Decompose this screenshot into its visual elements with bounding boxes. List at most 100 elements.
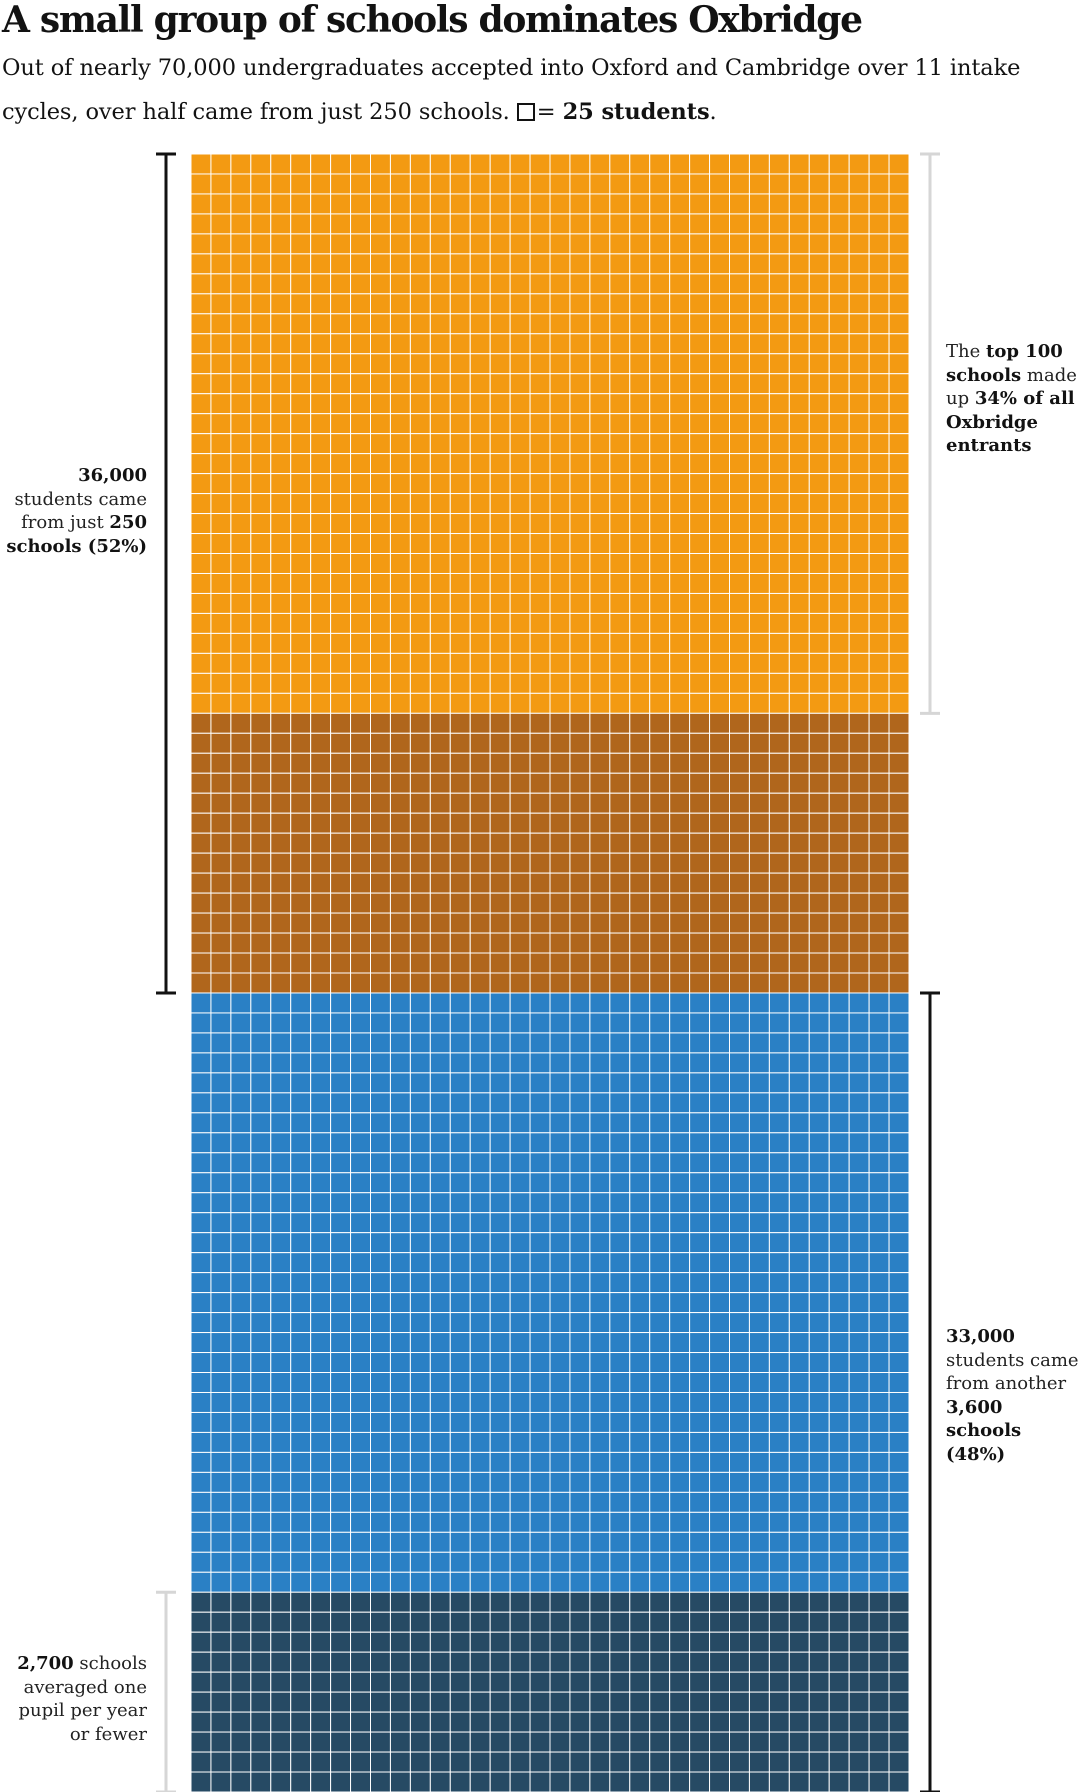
waffle-cell — [370, 1272, 391, 1294]
waffle-cell — [589, 293, 611, 315]
waffle-cell — [230, 1312, 252, 1334]
waffle-cell — [729, 1771, 750, 1792]
waffle-cell — [768, 313, 790, 335]
waffle-cell — [489, 1491, 511, 1513]
waffle-cell — [649, 692, 671, 714]
waffle-cell — [230, 153, 252, 175]
waffle-cell — [310, 253, 332, 275]
waffle-cell — [589, 1192, 611, 1214]
waffle-cell — [250, 672, 272, 694]
waffle-cell — [370, 193, 391, 215]
waffle-cell — [409, 1591, 431, 1613]
waffle-cell — [629, 732, 651, 754]
waffle-cell — [429, 792, 451, 814]
waffle-cell — [848, 173, 870, 195]
waffle-cell — [609, 173, 631, 195]
waffle-cell — [828, 1132, 850, 1154]
waffle-cell — [649, 333, 671, 355]
waffle-cell — [549, 373, 571, 395]
waffle-cell — [509, 473, 531, 495]
waffle-cell — [888, 1391, 910, 1413]
waffle-cell — [389, 1551, 411, 1573]
waffle-cell — [709, 373, 730, 395]
waffle-cell — [768, 373, 790, 395]
waffle-cell — [549, 1372, 571, 1393]
waffle-cell — [509, 1591, 531, 1613]
waffle-cell — [629, 313, 651, 335]
waffle-cell — [689, 752, 711, 774]
waffle-cell — [888, 513, 910, 535]
waffle-cell — [868, 712, 890, 734]
waffle-cell — [449, 213, 471, 235]
waffle-cell — [290, 1132, 312, 1154]
waffle-cell — [409, 213, 431, 235]
waffle-cell — [788, 732, 810, 754]
waffle-cell — [629, 493, 651, 515]
waffle-cell — [788, 393, 810, 415]
waffle-cell — [649, 1152, 671, 1174]
waffle-cell — [290, 1332, 312, 1354]
waffle-cell — [529, 712, 551, 734]
waffle-cell — [709, 1531, 730, 1553]
waffle-cell — [449, 912, 471, 934]
waffle-cell — [350, 592, 371, 614]
waffle-cell — [569, 1072, 591, 1094]
waffle-cell — [469, 1292, 491, 1314]
waffle-cell — [669, 792, 691, 814]
waffle-cell — [729, 912, 750, 934]
waffle-cell — [848, 433, 870, 455]
waffle-cell — [409, 572, 431, 594]
waffle-cell — [529, 1731, 551, 1753]
waffle-cell — [669, 1332, 691, 1354]
waffle-cell — [350, 1431, 371, 1453]
waffle-cell — [449, 433, 471, 455]
waffle-cell — [449, 1471, 471, 1493]
waffle-cell — [888, 1132, 910, 1154]
waffle-cell — [689, 433, 711, 455]
waffle-cell — [409, 952, 431, 974]
waffle-cell — [689, 1451, 711, 1473]
waffle-cell — [828, 1751, 850, 1773]
waffle-cell — [629, 1152, 651, 1174]
waffle-cell — [848, 1611, 870, 1633]
waffle-cell — [350, 1112, 371, 1134]
waffle-cell — [509, 992, 531, 1014]
waffle-cell — [389, 1292, 411, 1314]
waffle-cell — [768, 513, 790, 535]
waffle-cell — [649, 1272, 671, 1294]
waffle-cell — [230, 692, 252, 714]
waffle-cell — [768, 952, 790, 974]
waffle-cell — [689, 313, 711, 335]
waffle-cell — [888, 333, 910, 355]
waffle-cell — [569, 1751, 591, 1773]
waffle-cell — [709, 1511, 730, 1533]
waffle-cell — [489, 1272, 511, 1294]
waffle-cell — [370, 1032, 391, 1054]
waffle-cell — [330, 1671, 352, 1693]
waffle-cell — [210, 872, 232, 894]
waffle-cell — [529, 1471, 551, 1493]
waffle-cell — [808, 273, 830, 295]
waffle-cell — [888, 1631, 910, 1653]
waffle-cell — [370, 353, 391, 375]
waffle-cell — [270, 612, 292, 634]
waffle-cell — [768, 413, 790, 435]
waffle-cell — [868, 153, 890, 175]
waffle-cell — [589, 1232, 611, 1254]
waffle-cell — [509, 792, 531, 814]
waffle-cell — [350, 1651, 371, 1673]
annotation-small-line4: or fewer — [69, 1723, 147, 1745]
waffle-cell — [549, 1032, 571, 1054]
waffle-cell — [709, 1172, 730, 1194]
chart-title: A small group of schools dominates Oxbri… — [2, 0, 863, 41]
waffle-cell — [669, 153, 691, 175]
waffle-cell — [409, 1511, 431, 1533]
waffle-cell — [270, 1312, 292, 1334]
waffle-cell — [768, 1212, 790, 1234]
waffle-cell — [389, 1571, 411, 1593]
waffle-cell — [748, 1671, 770, 1693]
waffle-cell — [629, 1451, 651, 1473]
waffle-cell — [250, 1451, 272, 1473]
waffle-cell — [748, 1292, 770, 1314]
waffle-cell — [290, 1551, 312, 1573]
